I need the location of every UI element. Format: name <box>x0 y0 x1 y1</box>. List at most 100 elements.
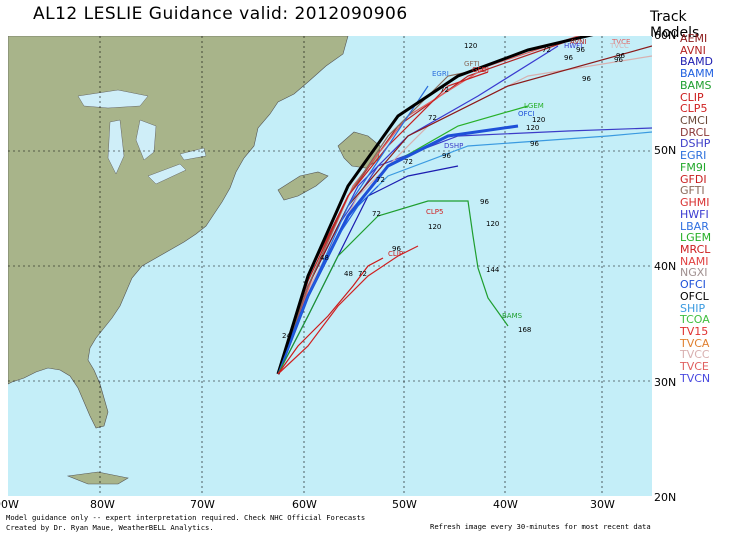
hour-label: 96 <box>442 152 451 160</box>
track-map-labels: AVNI TVCE HWFI TVCC EGRI GFTI GFDI LGEM … <box>282 38 630 340</box>
legend-item-tv15: TV15 <box>680 324 709 338</box>
label-gfdi: GFDI <box>472 66 489 74</box>
track-models-legend: AEMI AVNI BAMD BAMM BAMS CLIP CLP5 CMCI DRCL DSHP… <box>680 33 732 385</box>
legend-item-tvca: TVCA <box>680 336 710 350</box>
legend-item-ofci: OFCI <box>680 278 706 292</box>
hour-label: 96 <box>614 56 623 64</box>
hour-label: 96 <box>392 245 401 253</box>
label-egri: EGRI <box>432 70 449 78</box>
legend-item-bams: BAMS <box>680 78 712 92</box>
legend-item-clp5: CLP5 <box>680 102 708 116</box>
hour-label: 96 <box>576 46 585 54</box>
lon-label-90w: 90W <box>0 498 19 511</box>
lon-label-60w: 60W <box>292 498 317 511</box>
track-clp5 <box>277 245 419 375</box>
label-bams: BAMS <box>502 312 523 320</box>
footer-disclaimer: Model guidance only -- expert interpreta… <box>6 513 366 522</box>
legend-item-dshp: DSHP <box>680 137 711 151</box>
legend-item-ghmi: GHMI <box>680 196 710 210</box>
hour-label: 96 <box>616 52 625 60</box>
legend-item-bamm: BAMM <box>680 67 715 81</box>
hour-label: 96 <box>480 198 489 206</box>
label-clip: CLIP <box>388 250 403 258</box>
great-lake-superior <box>77 89 149 109</box>
legend-item-ship: SHIP <box>680 301 706 315</box>
legend-item-avni: AVNI <box>680 43 706 57</box>
hour-label: 48 <box>320 254 329 262</box>
legend-item-tvcn: TVCN <box>680 371 711 385</box>
lon-label-70w: 70W <box>190 498 215 511</box>
hour-label: 144 <box>486 266 500 274</box>
lon-label-40w: 40W <box>493 498 518 511</box>
legend-item-ngxi: NGXI <box>680 266 708 280</box>
hour-label: 120 <box>486 220 499 228</box>
hour-label: 72 <box>372 210 381 218</box>
footer-credits: Model guidance only -- expert interpreta… <box>6 513 365 533</box>
hour-label: 48 <box>344 270 353 278</box>
lat-label-30n: 30N <box>654 376 677 389</box>
hour-label: 24 <box>282 332 291 340</box>
label-tvcc: TVCC <box>609 42 629 50</box>
hour-label: 120 <box>532 116 545 124</box>
track-bams <box>277 200 509 375</box>
legend-item-gfti: GFTI <box>680 184 705 198</box>
hour-label: 120 <box>464 42 477 50</box>
hour-label: 120 <box>428 223 441 231</box>
hour-label: 72 <box>376 176 385 184</box>
lon-label-50w: 50W <box>392 498 417 511</box>
track-ofcl <box>276 36 594 375</box>
track-tvce <box>277 36 580 375</box>
legend-item-clip: CLIP <box>680 90 704 104</box>
legend-item-egri: EGRI <box>680 149 707 163</box>
north-america-land <box>8 36 349 429</box>
label-dshp: DSHP <box>444 142 463 150</box>
track-gfti <box>277 69 479 375</box>
hour-label: 96 <box>582 75 591 83</box>
label-ofci: OFCI <box>518 110 535 118</box>
track-map: AVNI TVCE HWFI TVCC EGRI GFTI GFDI LGEM … <box>8 36 652 496</box>
legend-item-drcl: DRCL <box>680 125 710 139</box>
legend-title: Track Models <box>650 9 700 41</box>
legend-item-aemi: AEMI <box>680 32 708 45</box>
label-clp5: CLP5 <box>426 208 443 216</box>
lat-label-60n: 60N <box>654 29 677 42</box>
hour-label: 72 <box>404 158 413 166</box>
hour-label: 120 <box>526 124 539 132</box>
legend-item-cmci: CMCI <box>680 114 709 128</box>
lon-label-30w: 30W <box>590 498 615 511</box>
legend-item-lgem: LGEM <box>680 231 712 245</box>
legend-item-mrcl: MRCL <box>680 242 711 256</box>
legend-item-tcoa: TCOA <box>680 313 710 327</box>
label-lgem: LGEM <box>524 102 544 110</box>
legend-item-fm9i: FM9I <box>680 160 707 174</box>
hour-label: 72 <box>428 114 437 122</box>
nova-scotia-land <box>277 171 329 201</box>
great-lake-huron <box>135 119 157 161</box>
label-gfti: GFTI <box>464 60 480 68</box>
legend-item-hwfi: HWFI <box>680 207 709 221</box>
cuba-land <box>66 471 129 485</box>
legend-item-ofcl: OFCL <box>680 289 709 303</box>
legend-item-bamd: BAMD <box>680 55 714 69</box>
legend-item-tvce: TVCE <box>680 360 709 374</box>
legend-item-lbar: LBAR <box>680 219 709 233</box>
lat-label-20n: 20N <box>654 491 677 504</box>
hour-label: 72 <box>542 46 551 54</box>
hour-label: 72 <box>358 270 367 278</box>
legend-item-nami: NAMI <box>680 254 709 268</box>
hour-label: 96 <box>564 54 573 62</box>
chart-title: AL12 LESLIE Guidance valid: 2012090906 <box>33 4 408 24</box>
label-avni: AVNI <box>570 38 586 46</box>
hour-label: 72 <box>440 86 449 94</box>
hour-label: 96 <box>530 140 539 148</box>
lat-label-50n: 50N <box>654 144 677 157</box>
footer-author: Created by Dr. Ryan Maue, WeatherBELL An… <box>6 523 214 532</box>
great-lake-erie <box>147 163 187 185</box>
model-tracks <box>276 36 652 375</box>
legend-item-gfdi: GFDI <box>680 172 707 186</box>
label-hwfi: HWFI <box>564 42 582 50</box>
track-bamm <box>277 185 379 375</box>
lat-label-40n: 40N <box>654 260 677 273</box>
footer-refresh-note: Refresh image every 30-minutes for most … <box>430 522 651 531</box>
legend-item-tvcc: TVCC <box>680 348 710 362</box>
